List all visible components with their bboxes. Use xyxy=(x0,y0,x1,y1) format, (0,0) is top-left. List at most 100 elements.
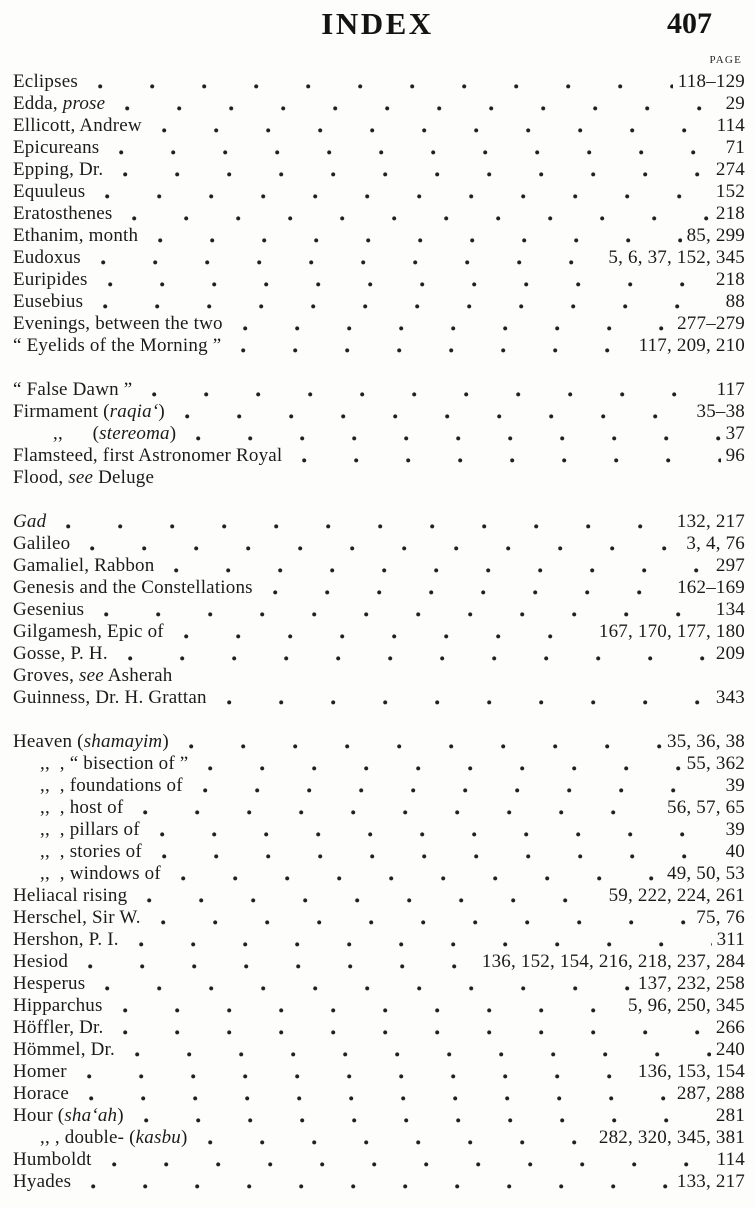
entry-label: Hesiod xyxy=(13,951,68,973)
leader-dots xyxy=(91,84,673,89)
leader-dots xyxy=(113,150,721,155)
index-entry: Ellicott, Andrew 114 xyxy=(13,115,745,137)
leader-dots xyxy=(178,414,692,419)
index-entry: ,, , “ bisection of ” 55, 362 xyxy=(13,753,745,775)
index-entry: ,, , host of 56, 57, 65 xyxy=(13,797,745,819)
entry-pages: 75, 76 xyxy=(696,907,745,928)
leader-dots xyxy=(94,260,604,265)
index-entry: Heliacal rising 59, 222, 224, 261 xyxy=(13,885,745,907)
entry-label-part: Humboldt xyxy=(13,1149,92,1170)
entry-label-part: Hour ( xyxy=(13,1105,65,1126)
leader-dots xyxy=(220,700,711,705)
entry-label-italic-part: shamayim xyxy=(83,731,163,752)
entry-pages: 40 xyxy=(725,841,745,862)
index-entry: Galileo 3, 4, 76 xyxy=(13,533,745,555)
leader-dots xyxy=(117,1030,711,1035)
index-entry: Groves, see Asherah xyxy=(13,665,745,687)
index-entry: Gilgamesh, Epic of 167, 170, 177, 180 xyxy=(13,621,745,643)
entry-label-part: Heaven ( xyxy=(13,731,84,752)
entry-label-italic-part: sha‘ah xyxy=(64,1105,118,1126)
leader-dots xyxy=(132,942,712,947)
entry-label-italic-part: Gad xyxy=(13,511,47,532)
entry-pages: 39 xyxy=(725,775,745,796)
entry-label-part: “ False Dawn ” xyxy=(13,379,133,400)
entry-pages: 209 xyxy=(715,643,745,664)
entry-label-part: Höffler, Dr. xyxy=(13,1017,104,1038)
entry-pages: 118–129 xyxy=(677,71,745,92)
leader-dots xyxy=(202,766,682,771)
entry-label: Epicureans xyxy=(13,137,99,159)
entry-pages: 297 xyxy=(715,555,745,576)
entry-pages: 137, 232, 258 xyxy=(637,973,745,994)
entry-label: Herschel, Sir W. xyxy=(13,907,141,929)
leader-dots xyxy=(99,986,633,991)
entry-label: Eclipses xyxy=(13,71,78,93)
entry-label: ,, , foundations of xyxy=(13,775,183,797)
entry-label-part: Epicureans xyxy=(13,137,100,158)
entry-pages: 29 xyxy=(725,93,745,114)
entry-pages: 37 xyxy=(725,423,745,444)
leader-dots xyxy=(296,458,721,463)
entry-pages: 132, 217 xyxy=(676,511,745,532)
entry-label-part: Equuleus xyxy=(13,181,86,202)
entry-label-part: Epping, Dr. xyxy=(13,159,104,180)
entry-pages: 218 xyxy=(715,269,745,290)
leader-dots xyxy=(201,1140,594,1145)
index-entry: ,, , pillars of 39 xyxy=(13,819,745,841)
entry-label: Gamaliel, Rabbon xyxy=(13,555,154,577)
entry-label-italic-part: kasbu xyxy=(135,1127,181,1148)
entry-label: Hershon, P. I. xyxy=(13,929,119,951)
entry-label-part: Horace xyxy=(13,1083,70,1104)
entry-label-part: Hömmel, Dr. xyxy=(13,1039,115,1060)
index-entry: Eusebius 88 xyxy=(13,291,745,313)
index-entry: Hipparchus 5, 96, 250, 345 xyxy=(13,995,745,1017)
entry-label: Hömmel, Dr. xyxy=(13,1039,115,1061)
index-entry: Gesenius 134 xyxy=(13,599,745,621)
entry-label-part: Ethanim, month xyxy=(13,225,139,246)
entry-label-italic-part: prose xyxy=(62,93,106,114)
leader-dots xyxy=(105,1162,712,1167)
entry-label: Genesis and the Constellations xyxy=(13,577,253,599)
entry-label: ,, , host of xyxy=(13,797,123,819)
index-entry: Herschel, Sir W. 75, 76 xyxy=(13,907,745,929)
entry-label-part: ) xyxy=(117,1105,124,1126)
entry-pages: 167, 170, 177, 180 xyxy=(598,621,745,642)
leader-dots xyxy=(168,568,711,573)
entry-label-part: ,, , host of xyxy=(40,797,124,818)
entry-label: Höffler, Dr. xyxy=(13,1017,103,1039)
leader-dots xyxy=(82,964,477,969)
index-entry: Humboldt 114 xyxy=(13,1149,745,1171)
index-section: Heaven (shamayim) 35, 36, 38 ,, , “ bise… xyxy=(13,731,745,1193)
entry-pages: 114 xyxy=(716,115,745,136)
leader-dots xyxy=(154,920,692,925)
index-entry: Epicureans 71 xyxy=(13,137,745,159)
entry-label-italic-part: see xyxy=(78,665,104,686)
leader-dots xyxy=(98,612,711,617)
index-entry: “ Eyelids of the Morning ” 117, 209, 210 xyxy=(13,335,745,357)
entry-pages: 85, 299 xyxy=(686,225,745,246)
entry-label: Ellicott, Andrew xyxy=(13,115,142,137)
entry-label-part: Hesiod xyxy=(13,951,69,972)
entry-label-part: Eudoxus xyxy=(13,247,81,268)
entry-label: Epping, Dr. xyxy=(13,159,103,181)
leader-dots xyxy=(83,1096,672,1101)
entry-pages: 266 xyxy=(715,1017,745,1038)
entry-label: Heliacal rising xyxy=(13,885,127,907)
entry-label-part: Asherah xyxy=(103,665,173,686)
entry-label-part: Heliacal rising xyxy=(13,885,128,906)
entry-label: Evenings, between the two xyxy=(13,313,223,335)
index-entry: Horace 287, 288 xyxy=(13,1083,745,1105)
entry-label: Eratosthenes xyxy=(13,203,112,225)
entry-label-italic-part: stereoma xyxy=(99,423,170,444)
leader-dots xyxy=(60,524,672,529)
index-entry: Flamsteed, first Astronomer Royal 96 xyxy=(13,445,745,467)
page-header: INDEX 407 xyxy=(0,0,755,44)
index-entry: Hesiod 136, 152, 154, 216, 218, 237, 284 xyxy=(13,951,745,973)
index-entry: ,, , stories of 40 xyxy=(13,841,745,863)
entry-pages: 114 xyxy=(716,1149,745,1170)
entry-pages: 117, 209, 210 xyxy=(638,335,745,356)
leader-dots xyxy=(126,216,711,221)
entry-label-part: Groves, xyxy=(13,665,79,686)
entry-label: Humboldt xyxy=(13,1149,92,1171)
